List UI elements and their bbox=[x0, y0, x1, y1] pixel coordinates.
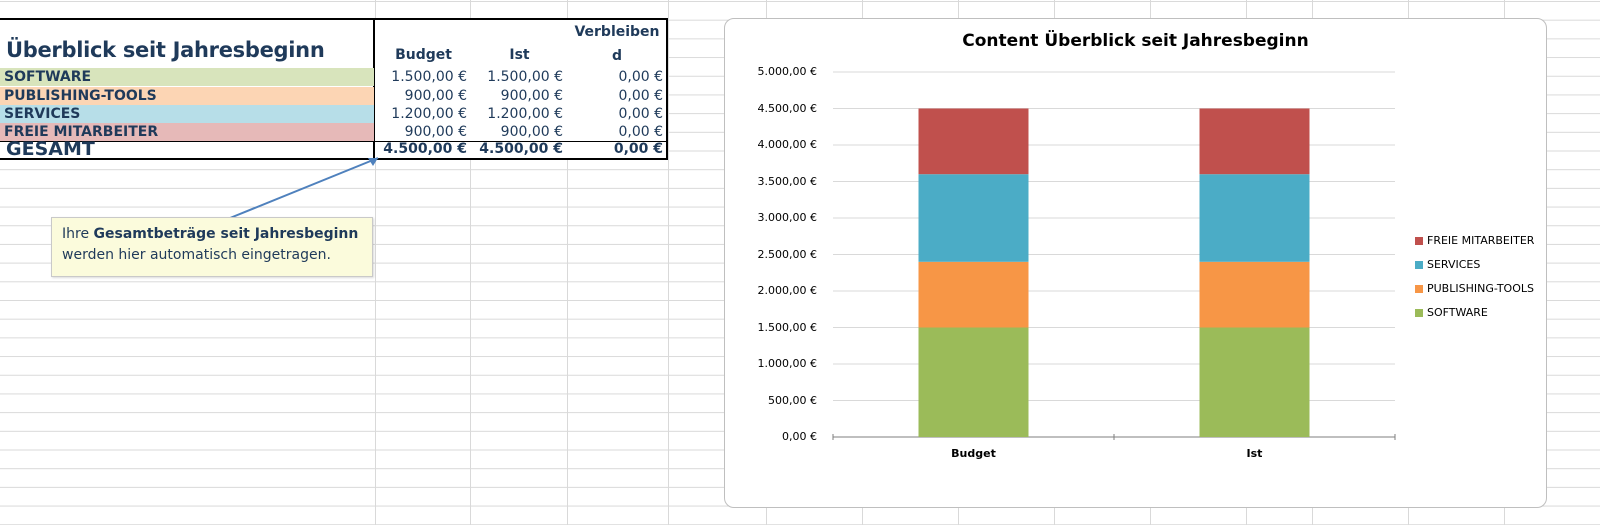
bar-segment-software-budget[interactable] bbox=[918, 327, 1029, 438]
bar-segment-publishing-tools-budget[interactable] bbox=[918, 261, 1029, 328]
bar-segment-services-budget[interactable] bbox=[918, 174, 1029, 262]
legend-item[interactable]: PUBLISHING-TOOLS bbox=[1415, 282, 1534, 296]
cell-budget[interactable]: 1.200,00 € bbox=[391, 106, 467, 122]
y-tick-label: 4.000,00 € bbox=[757, 138, 817, 151]
row-label[interactable]: SERVICES bbox=[0, 105, 374, 123]
bar-segment-services-ist[interactable] bbox=[1199, 174, 1310, 262]
total-budget[interactable]: 4.500,00 € bbox=[383, 141, 467, 157]
total-ist[interactable]: 4.500,00 € bbox=[479, 141, 563, 157]
legend-swatch bbox=[1415, 237, 1423, 245]
row-label[interactable]: FREIE MITARBEITER bbox=[0, 123, 374, 141]
legend-label: FREIE MITARBEITER bbox=[1427, 234, 1535, 247]
summary-table: Überblick seit Jahresbeginn Budget Ist V… bbox=[0, 18, 668, 160]
legend-label: SERVICES bbox=[1427, 258, 1481, 271]
y-tick-label: 4.500,00 € bbox=[757, 101, 817, 115]
cell-ist[interactable]: 900,00 € bbox=[500, 88, 563, 104]
callout-arrow bbox=[229, 157, 379, 219]
legend-item[interactable]: SOFTWARE bbox=[1415, 306, 1488, 320]
total-label[interactable]: GESAMT bbox=[6, 140, 95, 158]
legend-swatch bbox=[1415, 309, 1423, 317]
y-tick-label: 2.500,00 € bbox=[757, 247, 817, 261]
cell-budget[interactable]: 1.500,00 € bbox=[391, 69, 467, 85]
y-tick-label: 3.000,00 € bbox=[757, 211, 817, 224]
row-label[interactable]: SOFTWARE bbox=[0, 68, 374, 86]
chart-container[interactable]: Content Überblick seit Jahresbeginn 0,00… bbox=[724, 18, 1547, 508]
grid-column-line bbox=[567, 0, 568, 525]
cell-ist[interactable]: 1.200,00 € bbox=[487, 106, 563, 122]
grid-column-line bbox=[668, 0, 669, 525]
row-label[interactable]: PUBLISHING-TOOLS bbox=[0, 87, 374, 105]
grid-column-line bbox=[470, 0, 471, 525]
total-verbleibend[interactable]: 0,00 € bbox=[613, 141, 663, 157]
legend-item[interactable]: FREIE MITARBEITER bbox=[1415, 234, 1534, 248]
bar-segment-freie-mitarbeiter-ist[interactable] bbox=[1199, 108, 1310, 175]
x-tick-label: Budget bbox=[951, 447, 996, 460]
header-ist[interactable]: Ist bbox=[509, 47, 530, 63]
cell-budget[interactable]: 900,00 € bbox=[404, 88, 467, 104]
bar-segment-software-ist[interactable] bbox=[1199, 327, 1310, 438]
bar-segment-publishing-tools-ist[interactable] bbox=[1199, 261, 1310, 328]
legend-swatch bbox=[1415, 285, 1423, 293]
y-tick-label: 3.500,00 € bbox=[757, 174, 817, 188]
header-verbleibend[interactable]: Verbleiben d bbox=[574, 24, 660, 64]
cell-verbleibend[interactable]: 0,00 € bbox=[618, 106, 663, 122]
cell-verbleibend[interactable]: 0,00 € bbox=[618, 69, 663, 85]
header-budget[interactable]: Budget bbox=[395, 47, 452, 63]
callout-bold-text: Gesamtbeträge seit Jahresbeginn bbox=[93, 226, 359, 242]
bar-segment-freie-mitarbeiter-budget[interactable] bbox=[918, 108, 1029, 175]
chart-title: Content Überblick seit Jahresbeginn bbox=[962, 31, 1309, 51]
y-tick-label: 2.000,00 € bbox=[757, 284, 817, 297]
callout-note: Ihre Gesamtbeträge seit Jahresbeginn wer… bbox=[51, 217, 373, 277]
legend-label: PUBLISHING-TOOLS bbox=[1427, 282, 1534, 295]
stacked-bar-chart bbox=[832, 71, 1396, 440]
x-tick-label: Ist bbox=[1246, 447, 1263, 460]
legend-item[interactable]: SERVICES bbox=[1415, 258, 1480, 272]
callout-prefix: Ihre bbox=[62, 226, 94, 242]
cell-verbleibend[interactable]: 0,00 € bbox=[618, 124, 663, 140]
cell-ist[interactable]: 1.500,00 € bbox=[487, 69, 563, 85]
cell-budget[interactable]: 900,00 € bbox=[404, 124, 467, 140]
callout-line2: werden hier automatisch eingetragen. bbox=[62, 247, 331, 263]
total-divider bbox=[0, 141, 666, 142]
y-tick-label: 1.500,00 € bbox=[757, 320, 817, 334]
legend-swatch bbox=[1415, 261, 1423, 269]
grid-column-line bbox=[375, 0, 376, 525]
y-tick-label: 1.000,00 € bbox=[757, 357, 817, 370]
table-title[interactable]: Überblick seit Jahresbeginn bbox=[6, 38, 325, 62]
y-tick-label: 0,00 € bbox=[782, 430, 817, 443]
cell-verbleibend[interactable]: 0,00 € bbox=[618, 88, 663, 104]
cell-ist[interactable]: 900,00 € bbox=[500, 124, 563, 140]
y-tick-label: 5.000,00 € bbox=[757, 65, 817, 78]
legend-label: SOFTWARE bbox=[1427, 306, 1488, 319]
y-tick-label: 500,00 € bbox=[768, 393, 817, 407]
table-column-divider bbox=[373, 20, 375, 158]
